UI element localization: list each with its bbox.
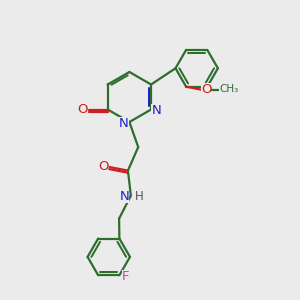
Text: F: F — [122, 270, 130, 283]
Text: N: N — [119, 117, 129, 130]
Text: N: N — [119, 190, 129, 203]
Text: O: O — [201, 83, 211, 96]
Text: N: N — [152, 104, 161, 118]
Text: O: O — [98, 160, 108, 173]
Text: O: O — [77, 103, 87, 116]
Text: H: H — [135, 190, 143, 203]
Text: CH₃: CH₃ — [219, 84, 238, 94]
